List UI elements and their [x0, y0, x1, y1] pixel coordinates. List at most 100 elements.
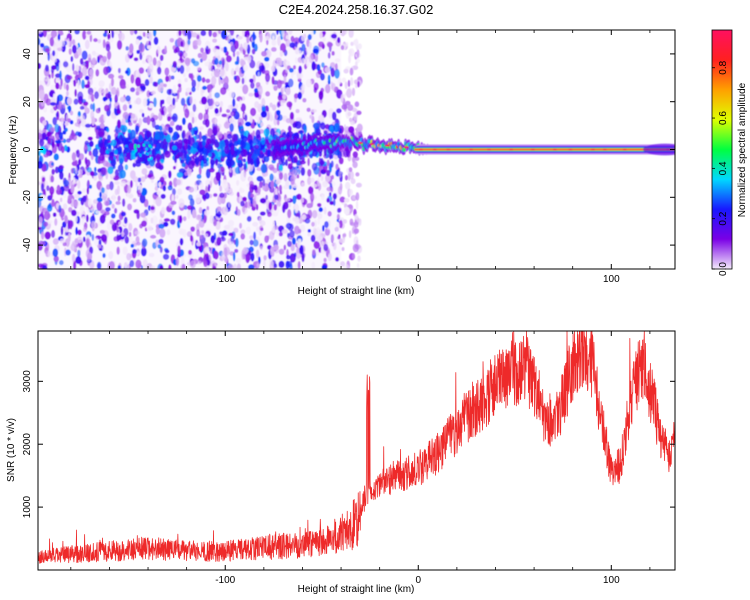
spectrogram-cell [199, 148, 204, 156]
spectrogram-cell [193, 126, 198, 131]
spectrogram-cell [126, 252, 132, 261]
spectrogram-cell [200, 160, 204, 169]
spectrogram-cell [279, 50, 284, 57]
spectrogram-cell [255, 203, 259, 211]
spectrogram-cell [63, 144, 68, 152]
spectrogram-cell [99, 191, 102, 198]
spectrogram-cell [58, 164, 65, 170]
spectrogram-cell [258, 85, 263, 96]
x-tick-label: -100 [215, 575, 235, 586]
spectrogram-cell [181, 117, 186, 126]
spectrogram-cell [276, 109, 281, 116]
spectrogram-cell [63, 179, 70, 187]
spectrogram-cell [108, 260, 115, 269]
spectrogram-cell [356, 218, 362, 223]
spectrogram-cell [131, 149, 135, 154]
spectrogram-cell [192, 40, 199, 46]
spectrogram-cell [120, 84, 127, 90]
spectrogram-cell [49, 37, 55, 47]
spectrogram-cell [334, 58, 341, 62]
spectrogram-cell [241, 135, 248, 143]
spectrogram-cell [223, 247, 228, 257]
spectrogram-cell [223, 75, 229, 86]
spectrogram-cell [173, 265, 180, 269]
spectrogram-cell [177, 142, 183, 150]
spectrogram-cell [320, 87, 325, 93]
spectrogram-cell [123, 147, 129, 153]
spectrogram-cell [227, 219, 235, 227]
spectrogram-cell [245, 226, 251, 235]
spectrogram-cell [181, 130, 186, 139]
spectrogram-cell [278, 184, 283, 193]
spectrogram-cell [354, 214, 359, 220]
spectrogram-cell [201, 210, 205, 220]
spectrogram-cell [232, 98, 236, 107]
colorbar: 0.0 0.2 0.4 0.6 0.8 Normalized spectral ampl… [711, 29, 748, 276]
spectrogram-cell [93, 199, 99, 204]
spectrogram-cell [181, 263, 186, 269]
spectrogram-cell [64, 121, 69, 126]
spectrogram-cell [138, 42, 145, 53]
spectrogram-cell [39, 138, 45, 147]
spectrogram-cell [144, 151, 148, 155]
spectrogram-cell [196, 34, 200, 40]
spectrogram-cell [54, 218, 58, 226]
spectrogram-cell [105, 200, 110, 207]
spectrogram-cell [137, 144, 140, 148]
spectrogram-cell [285, 34, 290, 40]
spectrogram-cell [301, 57, 307, 66]
spectrogram-cell [384, 144, 390, 147]
spectrogram-cell [241, 249, 245, 260]
spectrogram-cell [41, 177, 46, 182]
spectrogram-cell [341, 104, 348, 110]
spectrogram-cell [186, 155, 190, 161]
spectrogram-cell [330, 62, 336, 69]
spectrogram-cell [247, 163, 254, 172]
spectrogram-cell [151, 90, 156, 95]
spectrogram-cell [176, 60, 181, 69]
spectrogram-cell [236, 96, 243, 102]
spectrogram-cell [322, 225, 325, 232]
spectrogram-cell [230, 111, 236, 117]
spectrogram-cell [198, 218, 205, 228]
spectrogram-cell [180, 97, 186, 106]
spectrogram-cell [103, 111, 107, 122]
spectrogram-cell [356, 262, 360, 268]
spectrogram-cell [219, 185, 223, 192]
spectrogram-cell [51, 143, 58, 154]
spectrogram-cell [105, 100, 111, 105]
spectrogram-cell [121, 137, 129, 145]
spectrogram-cell [102, 32, 108, 38]
spectrogram-cell [52, 116, 58, 126]
spectrogram-cell [328, 192, 332, 197]
spectrogram-cell [82, 188, 86, 193]
spectrogram-cell [121, 117, 126, 126]
spectrogram-cell [165, 75, 170, 83]
spectrogram-cell [38, 80, 43, 86]
spectrogram-cell [210, 134, 216, 144]
spectrogram-cell [201, 134, 207, 141]
spectrogram-cell [351, 87, 356, 97]
spectrogram-cell [146, 115, 151, 126]
spectrogram-cell [273, 263, 278, 269]
spectrogram-cell [314, 219, 317, 227]
x-tick-label: 100 [603, 274, 620, 285]
spectrogram-cell [248, 264, 255, 269]
spectrogram-cell [241, 141, 247, 149]
spectrogram-cell [327, 252, 332, 262]
spectrogram-cell [60, 78, 63, 87]
spectrogram-cell [38, 62, 42, 70]
spectrogram-cell [300, 182, 305, 187]
spectrogram-cell [288, 68, 294, 73]
spectrogram-cell [201, 51, 208, 61]
spectrogram-cell [172, 165, 177, 170]
spectrogram-y-ticks: -40 -20 0 20 40 [22, 48, 675, 252]
spectrogram-cell [341, 247, 345, 252]
spectrogram-cell [121, 231, 125, 237]
spectrogram-cell [338, 220, 343, 229]
spectrogram-cell [246, 216, 252, 222]
spectrogram-cell [158, 164, 164, 171]
spectrogram-cell [229, 167, 232, 173]
spectrogram-cell [79, 58, 84, 65]
spectrogram-cell [150, 206, 155, 211]
